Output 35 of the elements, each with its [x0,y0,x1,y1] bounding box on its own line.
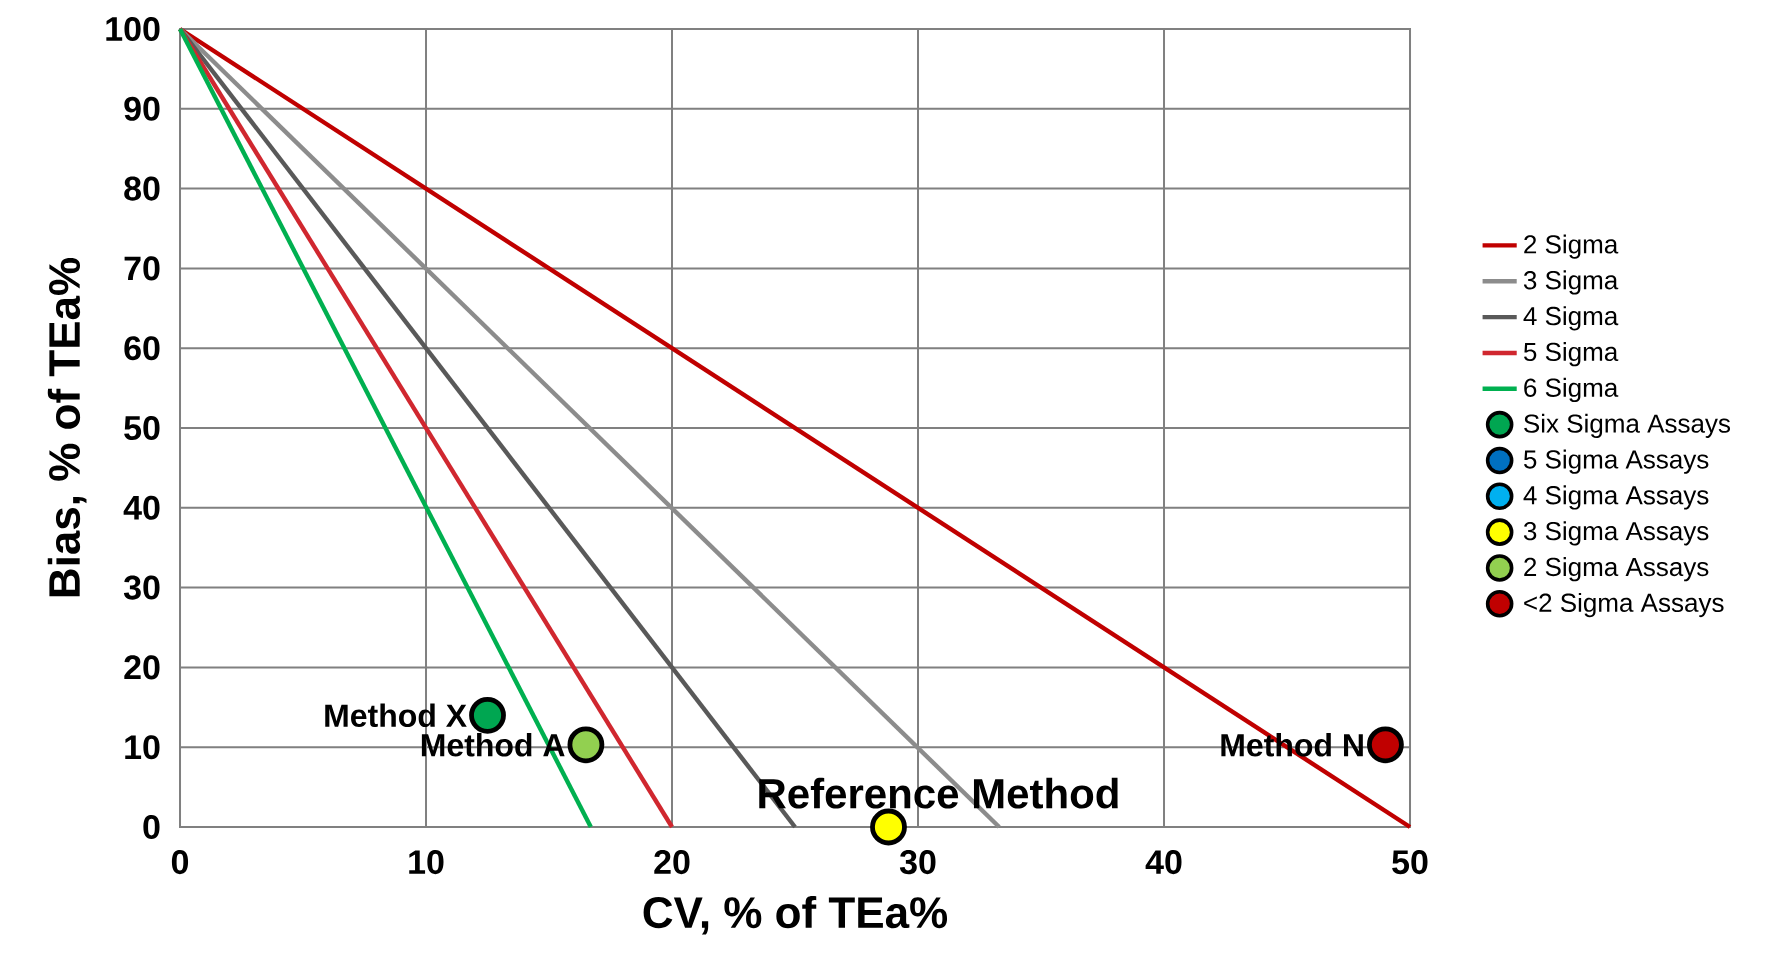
legend-label: 4 Sigma [1523,306,1619,331]
y-tick-label: 60 [124,336,160,361]
y-tick-label: 80 [124,176,160,201]
x-tick-label: 40 [1145,850,1182,875]
legend-label: 2 Sigma [1524,234,1619,259]
x-tick-label: 20 [654,850,690,875]
y-tick-label: 50 [124,415,160,441]
legend-label: 3 Sigma [1523,270,1619,295]
legend-label: 6 Sigma [1524,377,1619,403]
point [1367,726,1404,764]
y-tick-label: 90 [124,96,160,121]
x-tick-label: 50 [1392,850,1428,875]
x-tick-label: 10 [409,850,444,875]
x-tick-label: 0 [171,850,189,875]
x-axis-title: CV, % of TEa% [643,895,948,935]
y-tick-label: 10 [125,735,160,760]
y-tick-label: 70 [124,256,160,281]
point [870,808,907,846]
y-tick-label: 100 [106,16,160,42]
y-axis-title: Bias, % of TEa% [47,258,87,597]
point [469,696,506,734]
x-tick-label: 30 [899,850,936,875]
y-tick-label: 30 [123,575,160,600]
y-tick-label: 40 [123,495,160,520]
legend-label: <2 Sigma Assays [1524,592,1724,618]
legend-label: Six Sigma Assays [1524,413,1731,438]
y-tick-label: 0 [143,814,160,840]
legend-label: 3 Sigma Assays [1523,521,1709,546]
y-tick-label: 20 [124,655,160,680]
legend-label: 5 Sigma [1523,342,1619,367]
legend-label: 5 Sigma Assays [1523,449,1709,474]
point [567,726,605,764]
annotation: Method X [325,703,467,728]
legend-label: 2 Sigma Assays [1524,557,1709,582]
legend-label: 4 Sigma Assays [1523,485,1709,510]
